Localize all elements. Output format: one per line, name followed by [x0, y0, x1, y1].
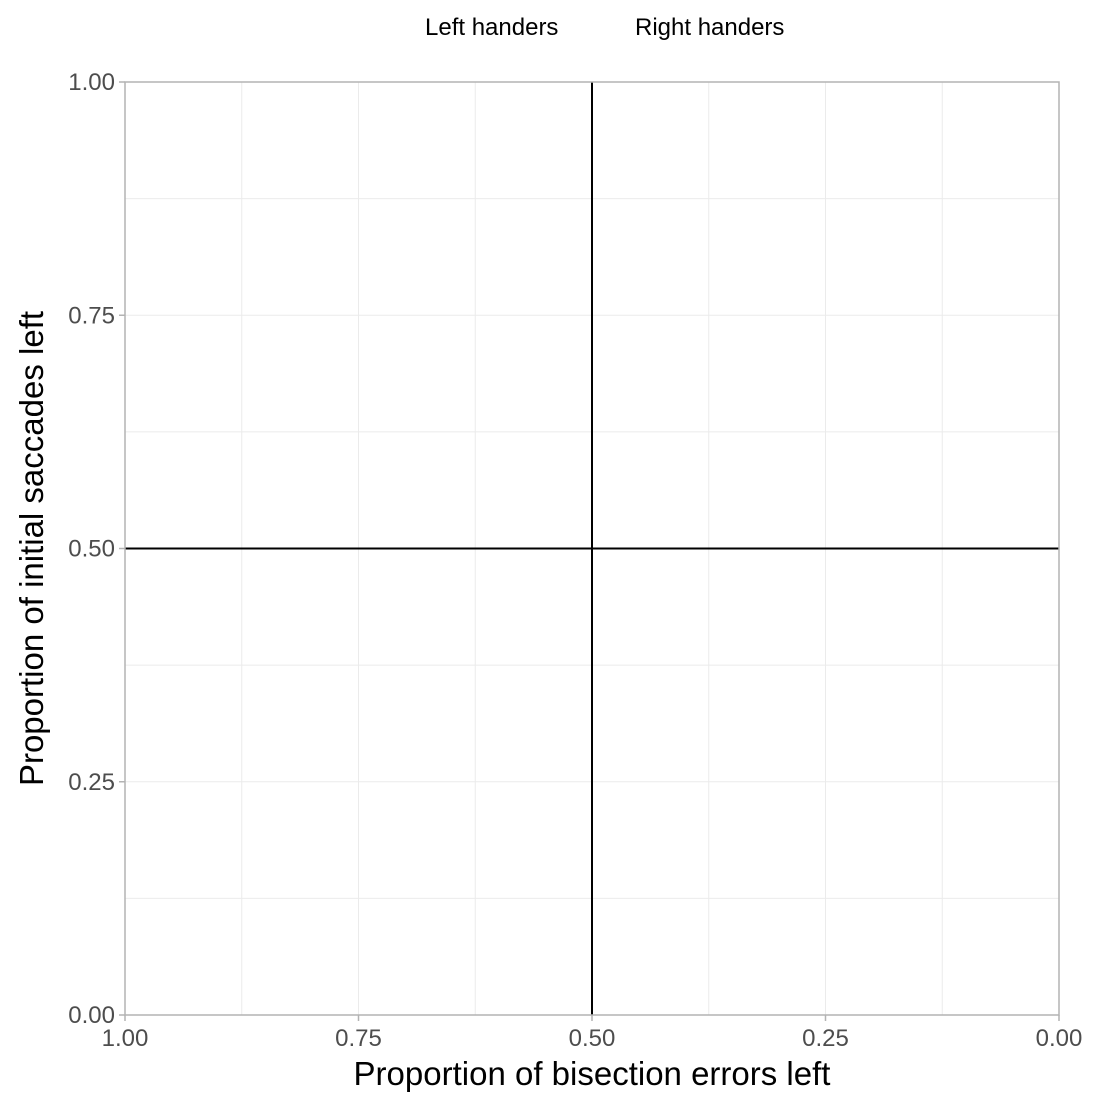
x-axis-title: Proportion of bisection errors left [354, 1055, 831, 1092]
x-tick-label: 0.00 [1036, 1025, 1083, 1052]
legend-entry: Right handers [635, 14, 784, 41]
x-tick-label: 0.25 [802, 1025, 849, 1052]
x-tick-label: 1.00 [102, 1025, 149, 1052]
y-tick-label: 1.00 [68, 69, 115, 96]
y-tick-label: 0.75 [68, 302, 115, 329]
axis-ticks [119, 81, 1060, 1021]
y-tick-label: 0.25 [68, 769, 115, 796]
x-tick-label: 0.75 [335, 1025, 382, 1052]
tick-labels: 1.00 0.75 0.50 0.25 0.00 0.00 0.25 0.50 0.75 1.00 [68, 69, 1082, 1052]
legend-entry: Left handers [425, 14, 558, 41]
y-tick-label: 0.00 [68, 1002, 115, 1029]
y-axis-title: Proportion of initial saccades left [13, 311, 50, 786]
reference-lines [125, 82, 1059, 1015]
legend: Left handers Right handers [425, 14, 784, 41]
y-tick-label: 0.50 [68, 536, 115, 563]
x-tick-label: 0.50 [569, 1025, 616, 1052]
